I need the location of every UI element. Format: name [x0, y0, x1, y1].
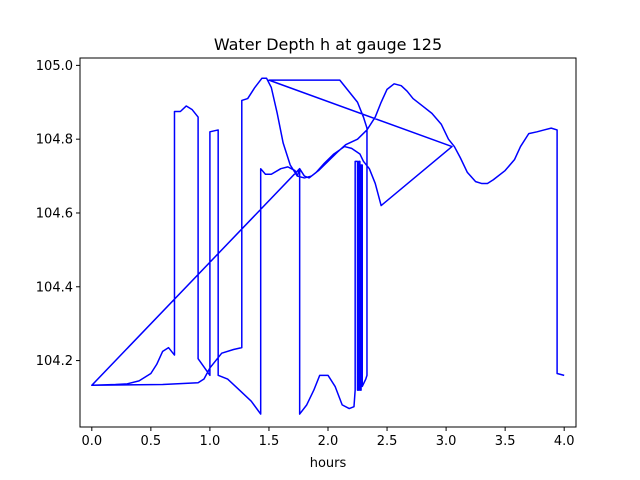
y-tick-label: 104.2 [36, 354, 73, 369]
x-tick-label: 2.0 [318, 434, 339, 449]
x-tick-label: 0.0 [81, 434, 102, 449]
x-axis-label: hours [310, 456, 347, 471]
x-tick-label: 3.0 [436, 434, 457, 449]
series-line-0 [91, 77, 565, 415]
x-tick-label: 4.0 [554, 434, 575, 449]
series-layer [91, 77, 565, 415]
x-tick-label: 1.5 [259, 434, 280, 449]
y-tick-label: 104.6 [36, 206, 73, 221]
x-tick-label: 3.5 [495, 434, 516, 449]
x-axis: 0.0 0.5 1.0 1.5 2.0 2.5 3.0 3.5 4.0 [81, 427, 575, 449]
chart-title: Water Depth h at gauge 125 [214, 35, 442, 54]
x-tick-label: 1.0 [200, 434, 221, 449]
y-tick-label: 105.0 [36, 59, 73, 74]
x-tick-label: 0.5 [141, 434, 162, 449]
y-tick-label: 104.4 [36, 280, 73, 295]
y-tick-label: 104.8 [36, 133, 73, 148]
x-tick-label: 2.5 [377, 434, 398, 449]
y-axis: 104.2 104.4 104.6 104.8 105.0 [36, 59, 80, 369]
